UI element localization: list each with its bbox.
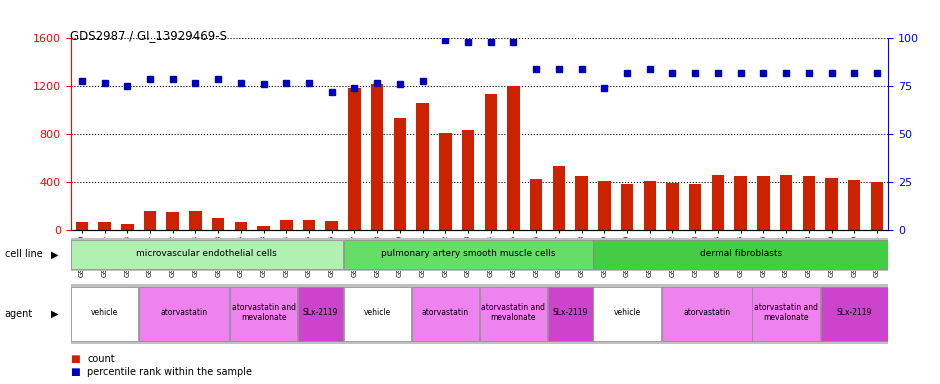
Text: percentile rank within the sample: percentile rank within the sample [87,367,253,377]
Bar [189,211,202,230]
Bar [416,103,429,230]
Text: vehicle: vehicle [91,308,118,317]
Text: atorvastatin and
mevalonate: atorvastatin and mevalonate [754,303,818,323]
Text: SLx-2119: SLx-2119 [837,308,872,317]
Bar [825,178,838,230]
Text: ■: ■ [70,367,80,377]
Bar [230,287,297,341]
Bar [70,287,138,341]
Text: ■: ■ [70,354,80,364]
Bar [620,184,634,230]
Bar [553,166,565,230]
Bar [780,175,792,230]
Text: agent: agent [5,309,33,319]
Text: atorvastatin: atorvastatin [683,308,730,317]
Bar [870,182,884,230]
Bar [235,222,247,230]
Bar [548,287,592,341]
Text: GDS2987 / GI_13929469-S: GDS2987 / GI_13929469-S [70,29,227,42]
Text: count: count [87,354,115,364]
Bar [144,211,156,230]
Text: atorvastatin and
mevalonate: atorvastatin and mevalonate [481,303,545,323]
Text: vehicle: vehicle [364,308,391,317]
Bar [462,129,475,230]
Bar [343,240,592,269]
Bar [848,180,860,230]
Bar [212,218,225,230]
Bar [70,240,343,269]
Text: ▶: ▶ [51,249,58,260]
Text: atorvastatin and
mevalonate: atorvastatin and mevalonate [231,303,295,323]
Text: ▶: ▶ [51,309,58,319]
Bar [484,94,497,230]
Text: cell line: cell line [5,249,42,260]
Bar [598,181,611,230]
Bar [593,240,888,269]
Bar [479,287,547,341]
Bar [666,183,679,230]
Bar [348,88,361,230]
Bar [371,84,384,230]
Bar [166,212,179,230]
Bar [325,222,338,230]
Bar [575,176,588,230]
Bar [298,287,343,341]
Bar [593,287,661,341]
Bar [280,220,292,230]
Bar [99,222,111,230]
Bar [757,176,770,230]
Bar [662,287,752,341]
Bar [412,287,479,341]
Bar [752,287,820,341]
Bar [303,220,315,230]
Text: SLx-2119: SLx-2119 [303,308,338,317]
Bar [139,287,229,341]
Bar [712,175,724,230]
Bar [121,224,133,230]
Text: atorvastatin: atorvastatin [161,308,208,317]
Text: microvascular endothelial cells: microvascular endothelial cells [136,249,277,258]
Text: vehicle: vehicle [614,308,641,317]
Bar [644,181,656,230]
Text: dermal fibroblasts: dermal fibroblasts [699,249,782,258]
Bar [734,176,747,230]
Bar [258,225,270,230]
Text: atorvastatin: atorvastatin [422,308,469,317]
Bar [75,222,88,230]
Bar [821,287,888,341]
Bar [508,86,520,230]
Bar [343,287,411,341]
Bar [439,133,451,230]
Bar [803,176,815,230]
Bar [689,184,701,230]
Bar [530,179,542,230]
Bar [394,118,406,230]
Text: SLx-2119: SLx-2119 [553,308,588,317]
Text: pulmonary artery smooth muscle cells: pulmonary artery smooth muscle cells [381,249,556,258]
